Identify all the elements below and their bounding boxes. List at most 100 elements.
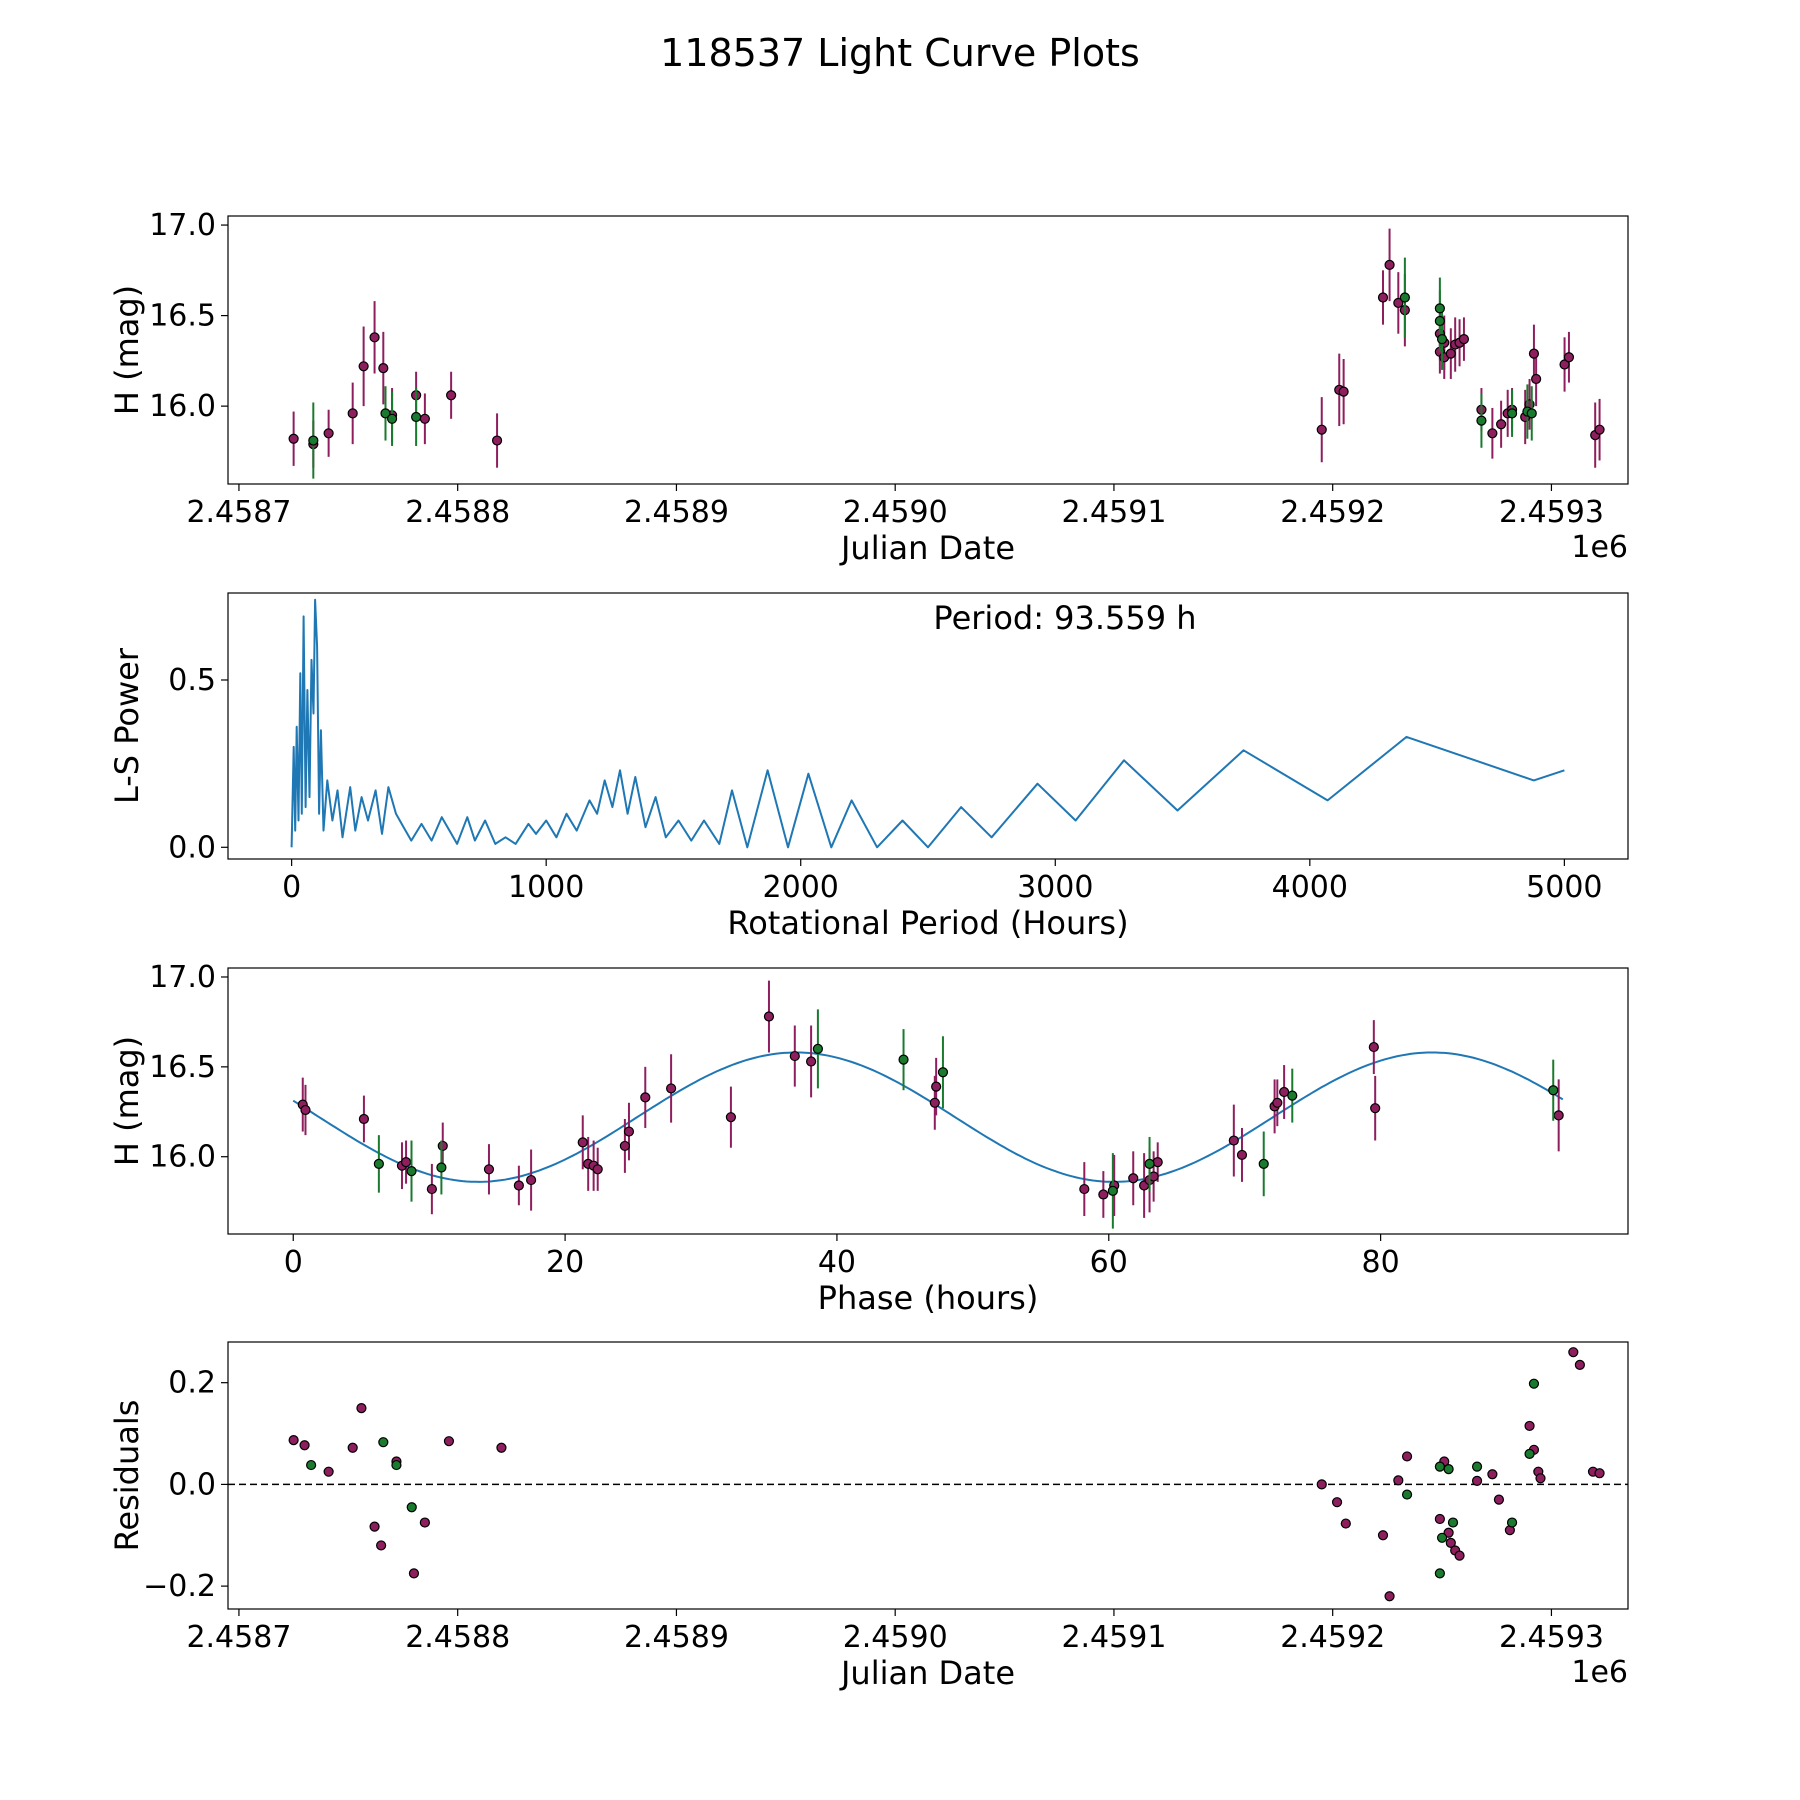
data-point — [1487, 1469, 1498, 1480]
data-point — [1434, 303, 1445, 314]
data-point — [496, 1442, 507, 1453]
x-tick-label: 2000 — [763, 870, 839, 905]
data-point — [288, 1435, 299, 1446]
data-point — [1368, 1041, 1379, 1053]
data-point — [1384, 1591, 1395, 1602]
data-point — [1316, 424, 1327, 435]
periodogram-plot-area — [290, 598, 1565, 849]
x-tick-label: 2.4587 — [186, 495, 291, 530]
data-point — [1079, 1183, 1090, 1195]
x-tick-label: 3000 — [1017, 870, 1093, 905]
x-tick-label: 0 — [284, 1245, 303, 1280]
periodogram-frame — [227, 592, 1629, 860]
data-point — [1401, 1451, 1413, 1462]
residuals-frame — [227, 1341, 1629, 1610]
data-point — [1445, 348, 1456, 359]
lightcurve-panel: 2.4587 2.4588 2.4589 2.4590 2.4591 2.4592 2.45… — [108, 208, 1629, 567]
data-point — [1528, 348, 1540, 359]
periodogram-panel: 0 1000 2000 3000 4000 5000 0.0 0.5 Rotational Pe… — [108, 592, 1629, 942]
data-point — [347, 408, 358, 419]
data-point — [400, 1157, 412, 1168]
data-point — [898, 1054, 909, 1065]
y-tick-label: 17.0 — [149, 960, 216, 995]
y-axis-label: H (mag) — [108, 1036, 146, 1166]
periodogram-line — [290, 598, 1565, 849]
data-point — [1401, 1489, 1413, 1500]
data-point — [789, 1050, 800, 1062]
data-point — [513, 1180, 524, 1191]
data-point — [812, 1043, 824, 1054]
data-point — [1574, 1359, 1585, 1370]
data-point — [1228, 1135, 1239, 1146]
y-tick-label: 0.0 — [168, 1467, 216, 1502]
data-point — [1535, 1473, 1546, 1484]
data-point — [1434, 1461, 1445, 1472]
x-tick-label: 2.4593 — [1499, 495, 1604, 530]
figure-title: 118537 Light Curve Plots — [660, 31, 1140, 75]
data-point — [1436, 334, 1448, 345]
data-point — [1445, 1537, 1456, 1548]
data-point — [619, 1140, 630, 1152]
data-point — [437, 1140, 448, 1152]
data-point — [937, 1067, 949, 1078]
y-tick-label: 16.5 — [149, 299, 216, 334]
data-point — [323, 1466, 334, 1477]
data-point — [1434, 1568, 1445, 1579]
model-fit-curve — [292, 1051, 1564, 1183]
data-point — [1471, 1475, 1483, 1486]
x-tick-label: 1000 — [508, 870, 584, 905]
data-point — [411, 411, 422, 423]
period-annotation: Period: 93.559 h — [933, 599, 1196, 637]
data-point — [380, 408, 391, 419]
data-point — [288, 433, 299, 444]
y-tick-label: 16.5 — [149, 1050, 216, 1085]
y-tick-label: 0.5 — [168, 663, 216, 698]
lightcurve-frame — [227, 215, 1629, 485]
x-tick-label: 5000 — [1526, 870, 1602, 905]
data-point — [1098, 1189, 1109, 1200]
x-tick-label: 2.4590 — [843, 1620, 948, 1655]
data-point — [763, 1011, 775, 1022]
data-point — [306, 1459, 317, 1471]
data-point — [1236, 1149, 1248, 1161]
data-point — [1434, 1513, 1445, 1525]
data-point — [300, 1104, 311, 1116]
data-point — [1338, 386, 1349, 397]
data-point — [526, 1174, 537, 1186]
data-point — [929, 1097, 940, 1108]
data-point — [356, 1403, 367, 1414]
x-tick-label: 2.4588 — [405, 1620, 510, 1655]
residuals-plot-area — [228, 1347, 1628, 1602]
data-point — [592, 1164, 603, 1175]
x-tick-label: 2.4589 — [624, 495, 729, 530]
data-point — [299, 1440, 310, 1451]
data-point — [1594, 1468, 1605, 1479]
data-point — [931, 1081, 942, 1092]
x-tick-label: 2.4592 — [1280, 1620, 1385, 1655]
y-axis-label: L-S Power — [108, 647, 146, 804]
data-point — [369, 1521, 380, 1532]
data-point — [483, 1164, 495, 1175]
x-offset-label: 1e6 — [1571, 1655, 1628, 1690]
data-point — [1458, 334, 1470, 345]
data-point — [419, 1517, 430, 1528]
data-point — [1331, 1497, 1343, 1508]
data-point — [369, 332, 380, 343]
data-point — [1531, 373, 1542, 385]
data-point — [1272, 1097, 1283, 1108]
data-point — [1152, 1157, 1163, 1168]
data-point — [1258, 1158, 1269, 1170]
data-point — [391, 1459, 402, 1471]
y-axis-label: Residuals — [108, 1400, 146, 1552]
y-tick-label: 16.0 — [149, 1140, 216, 1175]
y-tick-label: 17.0 — [149, 208, 216, 243]
data-point — [443, 1436, 455, 1447]
y-axis-label: H (mag) — [108, 285, 146, 415]
data-point — [1524, 1448, 1535, 1459]
data-point — [1493, 1494, 1505, 1505]
y-tick-label: −0.2 — [143, 1569, 216, 1604]
data-point — [323, 428, 334, 439]
data-point — [1436, 1532, 1448, 1543]
data-point — [308, 435, 319, 446]
data-point — [666, 1083, 677, 1094]
